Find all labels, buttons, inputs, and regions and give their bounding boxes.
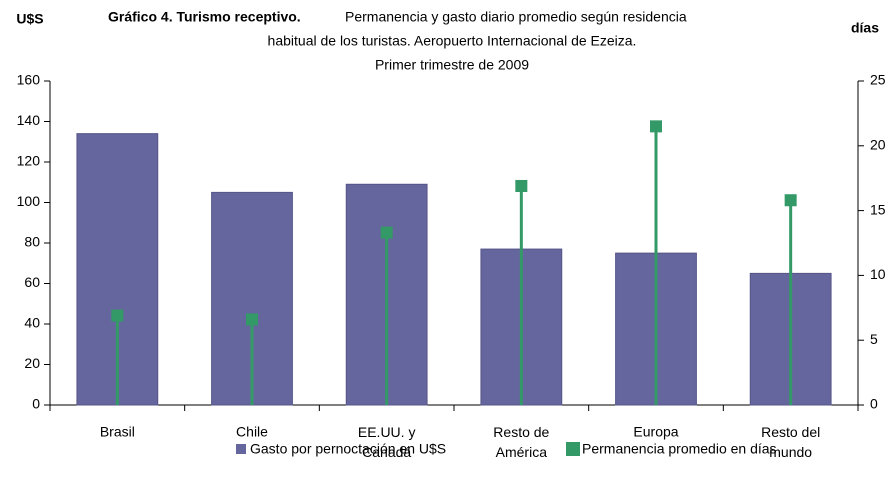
y-tick-label: 80 [24, 234, 40, 250]
x-tick-label: Europa [633, 424, 678, 440]
y-tick-label: 140 [17, 112, 41, 128]
marker [380, 226, 393, 239]
y2-tick-label: 15 [870, 201, 886, 217]
marker [784, 194, 797, 207]
chart-subtitle: Permanencia y gasto diario promedio segú… [345, 9, 687, 25]
legend-swatch [566, 442, 580, 456]
y-tick-label: 20 [24, 355, 40, 371]
y-tick-label: 120 [17, 153, 41, 169]
chart-subtitle: habitual de los turistas. Aeropuerto Int… [268, 33, 637, 49]
marker [650, 120, 662, 133]
y-axis-label: U$S [16, 11, 43, 27]
legend-swatch [236, 444, 246, 454]
legend-label: Gasto por pernoctación en U$S [250, 441, 446, 457]
y-tick-label: 60 [24, 274, 40, 290]
y2-tick-label: 25 [870, 72, 886, 88]
marker [246, 313, 258, 326]
y-tick-label: 160 [17, 72, 41, 88]
x-tick-label: Resto de América [493, 424, 549, 460]
chart-subtitle: Primer trimestre de 2009 [375, 57, 529, 73]
x-tick-label: EE.UU. y Canadá [358, 424, 416, 460]
y2-tick-label: 10 [870, 266, 886, 282]
chart-title: Gráfico 4. Turismo receptivo. [108, 9, 301, 25]
y2-axis-label: días [851, 20, 879, 36]
marker [515, 179, 528, 192]
y-tick-label: 100 [17, 193, 41, 209]
legend-label: Permanencia promedio en días [582, 441, 777, 457]
x-tick-label: Chile [236, 424, 268, 440]
x-tick-label: Resto del mundo [761, 424, 820, 460]
y2-tick-label: 0 [870, 396, 878, 412]
y2-tick-label: 20 [870, 137, 886, 153]
y2-tick-label: 5 [870, 331, 878, 347]
x-tick-label: Brasil [100, 424, 135, 440]
y-tick-label: 40 [24, 315, 40, 331]
marker [111, 309, 124, 322]
y-tick-label: 0 [32, 396, 40, 412]
